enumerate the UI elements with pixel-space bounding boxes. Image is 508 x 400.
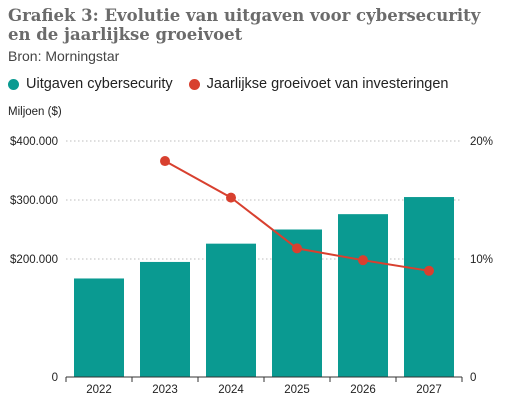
legend-item-bar: Uitgaven cybersecurity — [8, 76, 173, 92]
growth-point — [358, 255, 368, 266]
growth-point — [226, 192, 236, 203]
chart-source: Bron: Morningstar — [8, 48, 120, 64]
growth-point — [160, 156, 170, 167]
chart-legend: Uitgaven cybersecurity Jaarlijkse groeiv… — [8, 76, 464, 92]
y-tick-label: 0 — [52, 372, 58, 384]
y-axis-label: Miljoen ($) — [8, 106, 62, 118]
bar — [404, 197, 454, 377]
bar — [206, 243, 256, 377]
bar — [74, 278, 124, 377]
x-tick-label: 2027 — [416, 384, 442, 396]
bar — [140, 261, 190, 377]
chart-title: Grafiek 3: Evolutie van uitgaven voor cy… — [8, 6, 481, 44]
growth-point — [292, 243, 302, 254]
legend-bar-label: Uitgaven cybersecurity — [26, 76, 173, 92]
x-tick-label: 2024 — [218, 384, 244, 396]
bar — [272, 229, 322, 377]
y-tick-label: $400.000 — [10, 136, 58, 148]
growth-point — [424, 265, 434, 276]
x-tick-label: 2022 — [86, 384, 112, 396]
legend-line-swatch — [188, 78, 200, 90]
x-tick-label: 2023 — [152, 384, 178, 396]
y2-tick-label: 0 — [470, 372, 476, 384]
legend-item-line: Jaarlijkse groeivoet van investeringen — [188, 76, 449, 92]
x-tick-label: 2025 — [284, 384, 310, 396]
x-tick-label: 2026 — [350, 384, 376, 396]
legend-line-label: Jaarlijkse groeivoet van investeringen — [206, 76, 449, 92]
bar — [338, 214, 388, 377]
y-tick-label: $200.000 — [10, 254, 58, 266]
y2-tick-label: 10% — [470, 254, 493, 266]
y-tick-label: $300.000 — [10, 195, 58, 207]
y2-tick-label: 20% — [470, 136, 493, 148]
legend-bar-swatch — [8, 78, 19, 90]
